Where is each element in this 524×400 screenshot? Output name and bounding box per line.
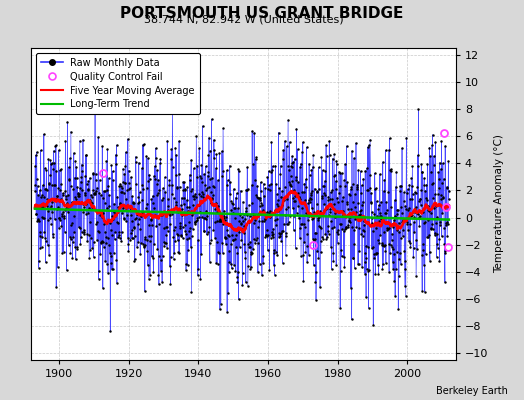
Text: Berkeley Earth: Berkeley Earth bbox=[436, 386, 508, 396]
Title: 38.744 N, 82.942 W (United States): 38.744 N, 82.942 W (United States) bbox=[144, 15, 343, 25]
Legend: Raw Monthly Data, Quality Control Fail, Five Year Moving Average, Long-Term Tren: Raw Monthly Data, Quality Control Fail, … bbox=[36, 53, 200, 114]
Text: PORTSMOUTH US GRANT BRIDGE: PORTSMOUTH US GRANT BRIDGE bbox=[121, 6, 403, 21]
Y-axis label: Temperature Anomaly (°C): Temperature Anomaly (°C) bbox=[494, 134, 504, 274]
